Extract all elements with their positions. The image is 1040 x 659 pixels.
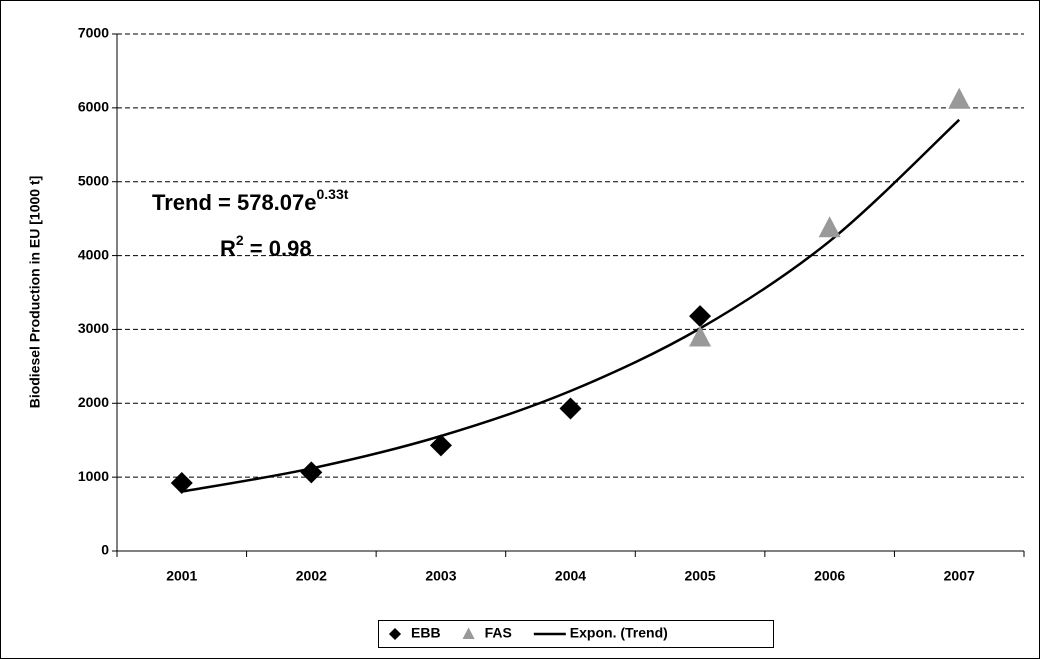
triangle-marker xyxy=(689,325,712,347)
y-tick-label: 3000 xyxy=(78,320,109,336)
y-tick-label: 7000 xyxy=(78,25,109,41)
x-tick-label: 2001 xyxy=(166,568,197,584)
legend-box xyxy=(378,620,774,648)
y-tick-label: 1000 xyxy=(78,468,109,484)
legend: EBB FAS Expon. (Trend) xyxy=(378,620,774,648)
triangle-marker xyxy=(462,627,475,639)
diamond-marker xyxy=(689,305,712,328)
y-tick-label: 2000 xyxy=(78,394,109,410)
annotation: R2 = 0.98 xyxy=(220,232,312,261)
annotation-text: = 0.98 xyxy=(244,236,312,261)
annotation-text: Trend = 578.07e xyxy=(152,190,317,215)
y-axis-label: Biodiesel Production in EU [1000 t] xyxy=(27,176,43,409)
triangle-marker xyxy=(948,87,971,109)
x-tick-label: 2003 xyxy=(425,568,456,584)
y-tick-label: 6000 xyxy=(78,99,109,115)
x-tick-label: 2002 xyxy=(296,568,327,584)
diamond-marker xyxy=(559,397,582,420)
x-tick-label: 2006 xyxy=(814,568,845,584)
y-tick-label: 0 xyxy=(101,542,109,558)
annotation-superscript: 2 xyxy=(236,232,244,248)
x-tick-label: 2004 xyxy=(555,568,586,584)
annotation-text: R xyxy=(220,236,236,261)
x-tick-label: 2007 xyxy=(944,568,975,584)
triangle-marker xyxy=(818,216,841,238)
diamond-marker xyxy=(300,461,323,484)
y-tick-label: 4000 xyxy=(78,246,109,262)
x-tick-label: 2005 xyxy=(684,568,715,584)
annotation-superscript: 0.33t xyxy=(317,186,349,202)
diamond-marker xyxy=(170,472,193,495)
annotation: Trend = 578.07e0.33t xyxy=(152,186,349,215)
legend-label: EBB xyxy=(411,625,441,641)
y-tick-label: 5000 xyxy=(78,172,109,188)
legend-label: FAS xyxy=(485,625,512,641)
diamond-marker xyxy=(429,434,452,457)
legend-label: Expon. (Trend) xyxy=(570,625,668,641)
